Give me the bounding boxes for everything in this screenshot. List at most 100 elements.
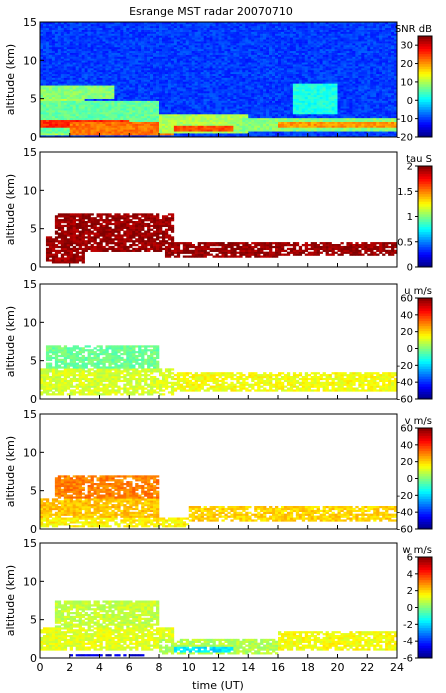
- data-cell: [215, 98, 219, 101]
- data-cell: [278, 123, 282, 126]
- data-cell: [87, 81, 91, 84]
- data-cell: [245, 41, 249, 44]
- data-cell: [245, 54, 249, 57]
- data-cell: [108, 127, 112, 130]
- data-cell: [191, 23, 195, 27]
- data-cell: [150, 37, 154, 40]
- data-cell: [275, 69, 279, 73]
- data-cell: [182, 81, 187, 84]
- data-cell: [257, 91, 261, 94]
- data-cell: [164, 79, 169, 82]
- data-cell: [188, 89, 193, 92]
- data-cell: [179, 68, 184, 71]
- data-cell: [188, 68, 193, 71]
- data-cell: [242, 110, 246, 113]
- data-cell: [245, 52, 249, 55]
- data-cell: [87, 60, 91, 63]
- data-cell: [129, 22, 133, 25]
- data-cell: [251, 125, 255, 128]
- data-cell: [105, 123, 109, 126]
- data-cell: [78, 87, 82, 90]
- data-cell: [170, 68, 175, 71]
- data-cell: [84, 71, 88, 75]
- data-cell: [105, 79, 109, 82]
- data-cell: [78, 79, 82, 82]
- data-cell: [135, 96, 139, 99]
- data-cell: [266, 110, 270, 113]
- data-cell: [111, 125, 115, 128]
- data-cell: [60, 58, 65, 61]
- data-cell: [269, 104, 273, 107]
- data-cell: [164, 22, 169, 25]
- data-cell: [132, 108, 136, 111]
- data-cell: [135, 35, 139, 38]
- data-cell: [75, 39, 79, 42]
- data-cell: [84, 100, 88, 103]
- data-cell: [102, 108, 106, 111]
- data-cell: [283, 125, 288, 128]
- data-cell: [251, 89, 255, 92]
- data-cell: [138, 119, 142, 122]
- data-cell: [251, 104, 255, 107]
- data-cell: [194, 48, 198, 52]
- data-cell: [200, 114, 204, 117]
- data-cell: [191, 133, 195, 136]
- data-cell: [45, 48, 50, 52]
- data-cell: [182, 52, 187, 55]
- data-cell: [188, 117, 193, 121]
- data-cell: [185, 112, 190, 115]
- data-cell: [99, 50, 103, 53]
- data-cell: [75, 104, 79, 107]
- data-cell: [209, 77, 213, 80]
- data-cell: [129, 131, 133, 134]
- data-cell: [233, 127, 237, 130]
- data-cell: [236, 60, 240, 63]
- data-cell: [66, 127, 71, 130]
- data-cell: [212, 23, 216, 27]
- data-cell: [197, 23, 201, 27]
- data-cell: [245, 50, 249, 53]
- data-cell: [206, 89, 210, 92]
- data-cell: [236, 35, 240, 38]
- data-cell: [248, 129, 252, 132]
- data-cell: [266, 125, 270, 128]
- data-cell: [150, 39, 154, 42]
- data-cell: [194, 22, 198, 25]
- data-cell: [126, 129, 130, 132]
- data-cell: [176, 56, 181, 59]
- data-cell: [272, 64, 276, 67]
- data-cell: [120, 115, 124, 119]
- data-cell: [153, 96, 157, 99]
- data-cell: [60, 108, 65, 111]
- data-cell: [167, 94, 172, 98]
- data-cell: [111, 43, 115, 46]
- data-cell: [42, 54, 47, 57]
- data-cell: [81, 25, 85, 29]
- data-cell: [51, 31, 56, 34]
- data-cell: [93, 29, 97, 32]
- data-cell: [269, 54, 273, 57]
- data-cell: [117, 85, 121, 88]
- data-cell: [66, 102, 71, 105]
- data-cell: [242, 69, 246, 73]
- data-cell: [203, 62, 207, 65]
- data-cell: [161, 22, 166, 25]
- data-cell: [84, 52, 88, 55]
- data-cell: [191, 46, 195, 50]
- data-cell: [251, 129, 255, 132]
- data-cell: [179, 23, 184, 27]
- data-cell: [191, 25, 195, 29]
- data-cell: [182, 46, 187, 50]
- data-cell: [147, 29, 151, 32]
- data-cell: [105, 100, 109, 103]
- data-cell: [188, 58, 193, 61]
- data-cell: [194, 91, 198, 94]
- data-cell: [132, 127, 136, 130]
- data-cell: [102, 119, 106, 122]
- data-cell: [99, 73, 103, 76]
- data-cell: [108, 56, 112, 59]
- data-cell: [191, 117, 195, 121]
- data-cell: [60, 133, 65, 136]
- data-cell: [227, 58, 231, 61]
- data-cell: [272, 125, 276, 128]
